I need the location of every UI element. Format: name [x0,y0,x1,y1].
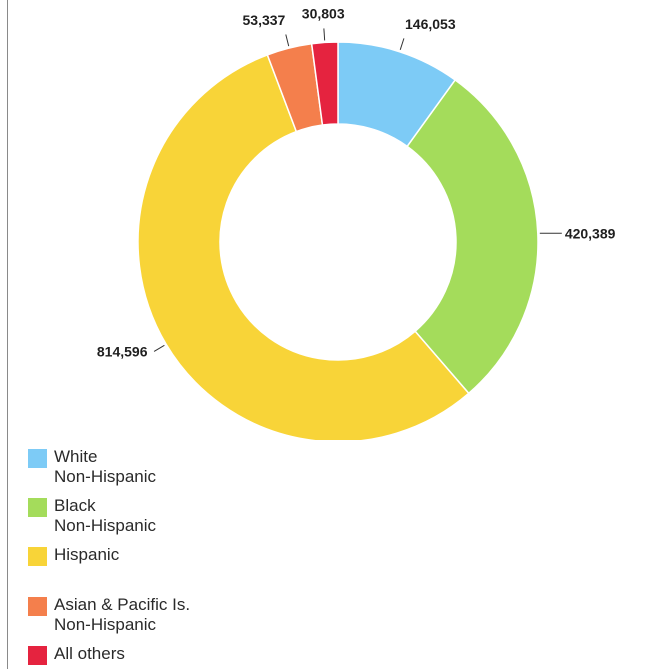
legend-label-asian: Asian & Pacific Is. Non-Hispanic [54,595,190,635]
legend-label-black: Black Non-Hispanic [54,496,156,536]
legend-swatch-black [28,498,47,517]
donut-chart: 146,053 420,389 814,596 53,337 30,803 [0,0,646,440]
legend-item-white: White Non-Hispanic [28,447,156,487]
legend-label-white: White Non-Hispanic [54,447,156,487]
legend-swatch-asian [28,597,47,616]
legend-label-others: All others [54,644,125,664]
value-label-hispanic: 814,596 [97,344,148,360]
legend-item-others: All others [28,644,125,665]
legend-item-black: Black Non-Hispanic [28,496,156,536]
donut-slices [138,42,538,440]
legend-swatch-others [28,646,47,665]
legend-item-hispanic: Hispanic [28,545,119,566]
value-label-others: 30,803 [302,5,345,21]
legend-label-hispanic: Hispanic [54,545,119,565]
value-label-asian: 53,337 [243,12,286,28]
legend-item-asian: Asian & Pacific Is. Non-Hispanic [28,595,190,635]
leader-line-others [324,28,325,40]
leader-line-asian [286,34,289,46]
value-label-black: 420,389 [565,225,616,241]
leader-line-white [400,38,404,49]
leader-line-hispanic [154,345,164,351]
value-label-white: 146,053 [405,16,456,32]
legend-swatch-white [28,449,47,468]
legend-swatch-hispanic [28,547,47,566]
